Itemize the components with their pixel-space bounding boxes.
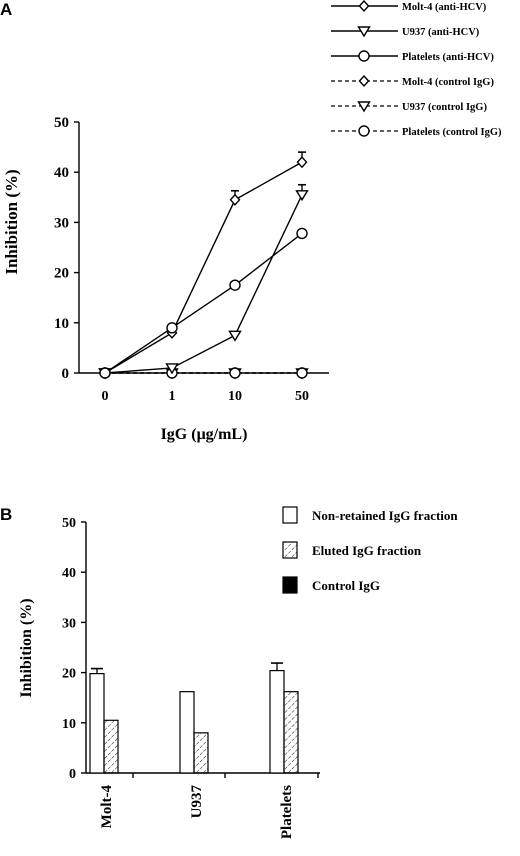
y-tick-label-50: 50 bbox=[54, 115, 69, 131]
y-tick-label-0: 0 bbox=[69, 767, 76, 782]
bar-non-retained-igg-fraction-molt-4 bbox=[89, 673, 105, 774]
x-tick-label-50: 50 bbox=[295, 389, 309, 404]
legend-swatch bbox=[282, 541, 298, 559]
legend-marker bbox=[358, 0, 370, 13]
y-tick-label-10: 10 bbox=[54, 316, 69, 332]
x-tick-label-molt-4: Molt-4 bbox=[99, 785, 115, 829]
panel-a-plot bbox=[98, 151, 309, 380]
x-tick-label-1: 1 bbox=[169, 389, 176, 404]
data-point-platelets-anti-hcv-10 bbox=[229, 279, 241, 291]
legend-marker bbox=[358, 74, 370, 88]
y-tick-label-40: 40 bbox=[54, 165, 69, 181]
bar-eluted-igg-fraction-molt-4 bbox=[103, 719, 119, 774]
panel-b-label: B bbox=[0, 505, 12, 524]
panel-a-legend: Molt-4 (anti-HCV) U937 (anti-HCV) Platelet… bbox=[331, 0, 502, 138]
legend-entry-platelets-anti-hcv: Platelets (anti-HCV) bbox=[331, 50, 494, 63]
series-line-molt-4-anti-hcv bbox=[104, 161, 303, 374]
panel-b-legend: Non-retained IgG fraction Eluted IgG frac… bbox=[282, 506, 458, 594]
y-tick-label-30: 30 bbox=[54, 215, 69, 231]
legend-entry-molt-4-control-igg: Molt-4 (control IgG) bbox=[331, 74, 494, 88]
bar-eluted-igg-fraction-u937 bbox=[193, 732, 209, 774]
data-point-u937-anti-hcv-1 bbox=[165, 363, 179, 375]
legend-label: Control IgG bbox=[312, 578, 380, 593]
legend-label: Platelets (anti-HCV) bbox=[402, 52, 494, 63]
legend-entry-control-igg: Control IgG bbox=[282, 576, 380, 594]
data-point-u937-anti-hcv-50 bbox=[295, 190, 309, 202]
series-eluted-igg-fraction bbox=[103, 691, 299, 774]
data-point-platelets-anti-hcv-1 bbox=[166, 322, 178, 334]
panel-b-plot bbox=[89, 662, 299, 774]
panel-b-y-axis-label: Inhibition (%) bbox=[18, 598, 35, 697]
y-tick-label-10: 10 bbox=[62, 717, 76, 732]
series-platelets-anti-hcv bbox=[99, 227, 308, 379]
panel-a-axes: 0 10 20 30 40 50 0 1 10 50 bbox=[54, 115, 329, 404]
legend-label: Platelets (control IgG) bbox=[402, 127, 502, 138]
legend-entry-u937-control-igg: U937 (control IgG) bbox=[331, 101, 487, 113]
panel-a-y-axis-label: Inhibition (%) bbox=[2, 169, 21, 274]
series-u937-anti-hcv bbox=[98, 183, 309, 380]
y-tick-label-20: 20 bbox=[54, 266, 69, 282]
bar-non-retained-igg-fraction-u937 bbox=[179, 691, 195, 774]
legend-entry-platelets-control-igg: Platelets (control IgG) bbox=[331, 125, 502, 138]
legend-label: Molt-4 (anti-HCV) bbox=[402, 2, 487, 13]
series-line-platelets-anti-hcv bbox=[104, 232, 303, 374]
legend-marker bbox=[357, 101, 371, 113]
legend-swatch bbox=[282, 576, 298, 594]
panel-a-x-axis-label: IgG (μg/mL) bbox=[161, 426, 248, 443]
data-point-platelets-anti-hcv-0 bbox=[99, 367, 111, 379]
y-tick-label-30: 30 bbox=[62, 616, 76, 631]
legend-marker bbox=[358, 125, 370, 137]
legend-label: U937 (control IgG) bbox=[402, 102, 487, 113]
series-line-u937-anti-hcv bbox=[104, 194, 303, 374]
data-point-platelets-anti-hcv-50 bbox=[296, 227, 308, 240]
series-molt-4-anti-hcv bbox=[99, 151, 308, 380]
legend-entry-u937-anti-hcv: U937 (anti-HCV) bbox=[331, 26, 480, 38]
y-tick-label-50: 50 bbox=[62, 516, 76, 531]
legend-marker bbox=[357, 26, 371, 38]
legend-label: Molt-4 (control IgG) bbox=[402, 77, 494, 88]
x-tick-label-u937: U937 bbox=[189, 785, 205, 819]
bar-non-retained-igg-fraction-platelets bbox=[269, 669, 285, 774]
legend-label: Non-retained IgG fraction bbox=[312, 508, 458, 523]
panel-a-label: A bbox=[0, 0, 12, 19]
x-tick-label-platelets: Platelets bbox=[279, 785, 295, 839]
legend-marker bbox=[358, 50, 370, 62]
y-tick-label-40: 40 bbox=[62, 566, 76, 581]
y-tick-label-20: 20 bbox=[62, 667, 76, 682]
legend-label: Eluted IgG fraction bbox=[312, 543, 422, 558]
data-point-molt-4-anti-hcv-50 bbox=[296, 156, 308, 169]
legend-entry-non-retained-igg-fraction: Non-retained IgG fraction bbox=[282, 506, 458, 524]
legend-label: U937 (anti-HCV) bbox=[402, 27, 480, 38]
data-point-molt-4-anti-hcv-10 bbox=[229, 193, 241, 206]
series-non-retained-igg-fraction bbox=[89, 662, 285, 774]
panel-b-axes: 0 10 20 30 40 50 Molt-4 U937 Platelets bbox=[62, 516, 320, 839]
legend-entry-molt-4-anti-hcv: Molt-4 (anti-HCV) bbox=[331, 0, 487, 13]
y-tick-label-0: 0 bbox=[62, 366, 70, 382]
data-point-platelets-control-igg-10 bbox=[229, 367, 241, 379]
x-tick-label-10: 10 bbox=[228, 389, 242, 404]
x-tick-label-0: 0 bbox=[102, 389, 109, 404]
data-point-platelets-control-igg-50 bbox=[296, 367, 308, 379]
legend-entry-eluted-igg-fraction: Eluted IgG fraction bbox=[282, 541, 422, 559]
data-point-u937-anti-hcv-10 bbox=[228, 330, 242, 342]
bar-eluted-igg-fraction-platelets bbox=[283, 691, 299, 774]
legend-swatch bbox=[282, 506, 298, 524]
